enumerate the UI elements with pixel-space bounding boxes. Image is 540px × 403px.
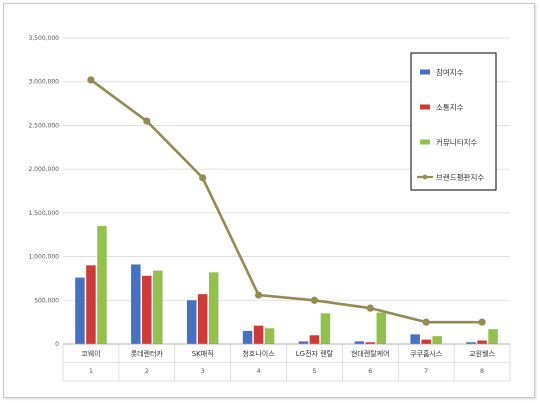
bar: [142, 275, 152, 344]
bar: [208, 272, 219, 344]
y-tick-label: 2,000,000: [28, 166, 59, 173]
y-tick-label: 3,500,000: [28, 35, 59, 42]
legend-label: 소통지수: [436, 103, 464, 112]
rank-label: 8: [480, 367, 484, 375]
bar: [365, 342, 376, 344]
bar: [97, 225, 107, 344]
y-tick-label: 1,500,000: [28, 210, 59, 217]
bar: [432, 336, 442, 344]
y-tick-label: 0: [55, 341, 59, 348]
rank-label: 6: [368, 367, 372, 375]
bars-layer: [75, 225, 498, 344]
x-tick-label: 교원웰스: [469, 349, 495, 358]
x-tick-label: 청호나이스: [242, 349, 275, 358]
rank-label: 3: [201, 367, 205, 375]
legend-swatch: [420, 69, 430, 75]
rank-label: 5: [312, 367, 316, 375]
bar: [264, 328, 275, 344]
rank-label: 7: [424, 367, 428, 375]
line-point: [199, 174, 207, 182]
legend-swatch: [420, 104, 430, 110]
legend-label: 참여지수: [436, 67, 464, 77]
legend-swatch: [420, 139, 430, 145]
line-layer: [87, 76, 486, 326]
line-point: [87, 76, 95, 84]
legend-label: 커뮤니티지수: [436, 138, 477, 147]
x-tick-label: 롯데렌터카: [131, 349, 164, 358]
rank-label: 4: [256, 367, 260, 375]
bar: [75, 277, 85, 344]
bar: [410, 334, 420, 344]
bar: [197, 294, 208, 344]
line-point: [478, 318, 486, 326]
bar: [153, 270, 163, 344]
x-tick-label: 현대렌탈케어: [351, 349, 390, 358]
line-point: [254, 291, 263, 299]
y-tick-label: 500,000: [34, 297, 59, 304]
x-tick-label: LG전자 렌탈: [296, 349, 334, 358]
bar: [488, 329, 498, 344]
bar: [253, 325, 264, 344]
bar: [309, 335, 320, 344]
bar: [376, 312, 387, 344]
bar: [354, 341, 365, 344]
bar: [298, 341, 309, 344]
axis-layer: 0 500,000 1,000,000 1,500,000 2,000,000 2,500…: [28, 35, 511, 382]
x-tick-label: 쿠쿠홈시스: [410, 349, 443, 358]
x-tick-label: 코웨이: [81, 349, 100, 358]
y-tick-label: 3,000,000: [28, 79, 59, 86]
x-tick-label: SK매직: [192, 349, 214, 358]
y-tick-label: 1,000,000: [28, 254, 59, 261]
legend-swatch-marker: [422, 174, 428, 180]
line-point: [422, 318, 430, 326]
bar: [86, 265, 96, 344]
rank-label: 2: [145, 367, 149, 375]
line-point: [310, 296, 319, 304]
rank-label: 1: [89, 367, 93, 375]
bar: [421, 339, 431, 344]
bar: [242, 330, 253, 344]
bar: [131, 264, 141, 344]
series-line: [90, 78, 483, 324]
y-tick-label: 2,500,000: [28, 122, 59, 129]
line-point: [143, 117, 151, 125]
legend-label: 브랜드평판지수: [436, 172, 484, 182]
bar: [477, 340, 487, 344]
legend-box: [410, 52, 497, 191]
bar: [466, 342, 476, 344]
bar: [320, 313, 331, 344]
bar: [186, 300, 197, 344]
line-point: [366, 304, 374, 312]
